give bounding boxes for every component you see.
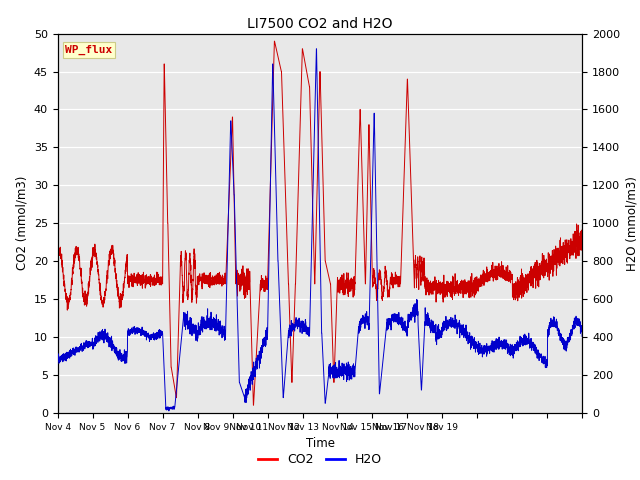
Legend: CO2, H2O: CO2, H2O	[253, 448, 387, 471]
X-axis label: Time: Time	[305, 437, 335, 450]
Y-axis label: CO2 (mmol/m3): CO2 (mmol/m3)	[15, 176, 28, 270]
Title: LI7500 CO2 and H2O: LI7500 CO2 and H2O	[247, 17, 393, 31]
Y-axis label: H2O (mmol/m3): H2O (mmol/m3)	[626, 176, 639, 271]
Text: WP_flux: WP_flux	[65, 45, 113, 55]
